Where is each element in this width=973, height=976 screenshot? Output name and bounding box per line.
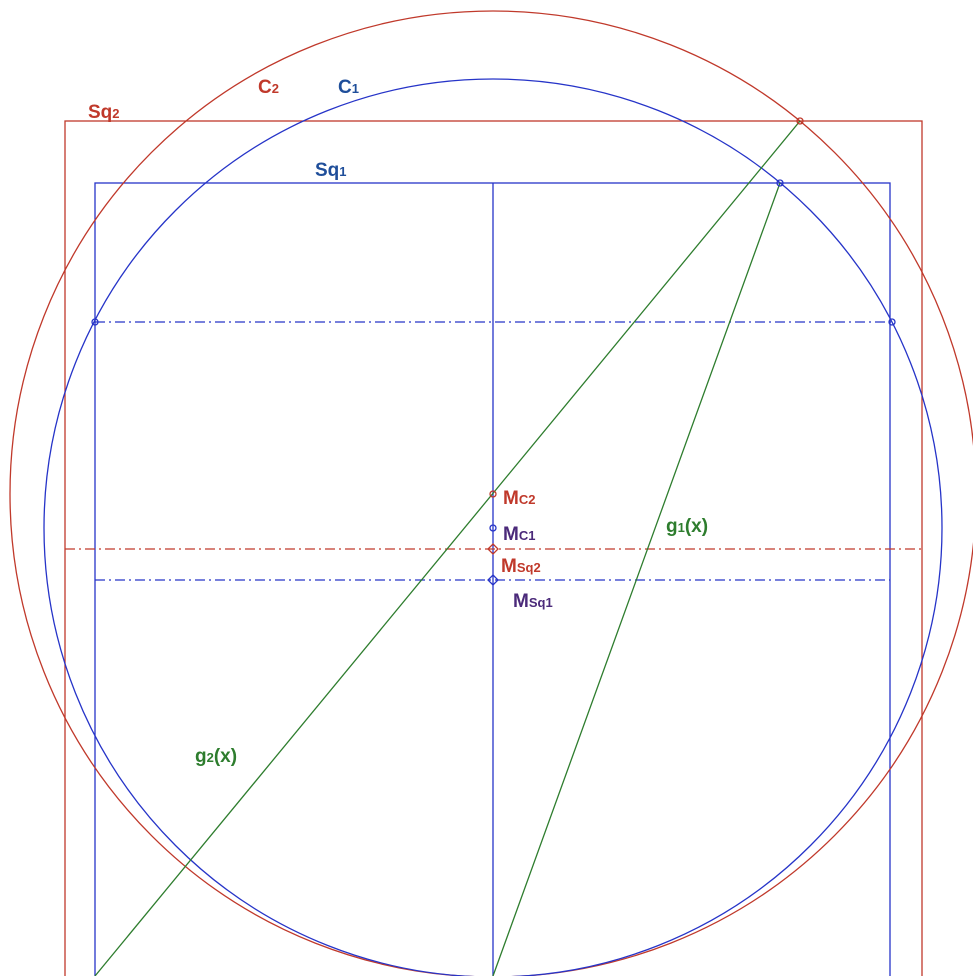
label: MSq2 <box>501 556 541 577</box>
point <box>487 543 499 555</box>
label-text: g <box>195 746 207 767</box>
label-text: g <box>666 516 678 537</box>
label-sub: 1 <box>339 164 346 179</box>
label: g2(x) <box>195 746 237 767</box>
label-sub: 1 <box>352 81 359 96</box>
label-sub: Sq1 <box>529 595 553 610</box>
point <box>888 318 896 326</box>
point <box>489 490 497 498</box>
label-sub: 2 <box>272 81 279 96</box>
point <box>487 574 499 586</box>
label-text: M <box>513 591 529 612</box>
label-sub: C1 <box>519 528 536 543</box>
label-text: C <box>338 77 352 98</box>
label-sub: Sq2 <box>517 560 541 575</box>
label: C1 <box>338 77 359 98</box>
label: MC2 <box>503 488 535 509</box>
label-text: C <box>258 77 272 98</box>
line-g1 <box>492 182 781 976</box>
label-text: M <box>501 556 517 577</box>
label-tail: (x) <box>214 746 237 767</box>
label: Sq1 <box>315 160 347 181</box>
point <box>489 524 497 532</box>
circle-2 <box>9 10 973 976</box>
label-sub: C2 <box>519 492 536 507</box>
label: MC1 <box>503 524 535 545</box>
circle-1 <box>43 78 943 976</box>
label-text: M <box>503 524 519 545</box>
label: Sq2 <box>88 102 120 123</box>
label-text: Sq <box>315 160 339 181</box>
point <box>796 117 804 125</box>
label-sub: 2 <box>112 106 119 121</box>
point <box>91 318 99 326</box>
label-tail: (x) <box>685 516 708 537</box>
point <box>776 179 784 187</box>
line-g2 <box>94 120 801 976</box>
label-text: M <box>503 488 519 509</box>
label-sub: 1 <box>678 520 685 535</box>
label: g1(x) <box>666 516 708 537</box>
square-2 <box>64 120 923 976</box>
label: C2 <box>258 77 279 98</box>
label-sub: 2 <box>207 750 214 765</box>
label: MSq1 <box>513 591 553 612</box>
label-text: Sq <box>88 102 112 123</box>
